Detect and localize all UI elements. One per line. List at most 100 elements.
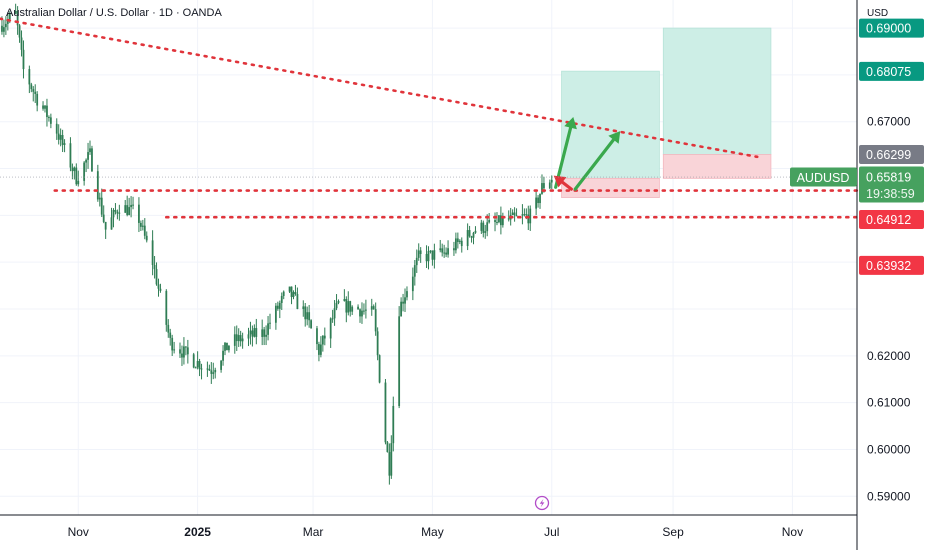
- candle: [498, 215, 500, 224]
- candle: [296, 287, 299, 310]
- candle-body: [445, 252, 448, 255]
- candle-body: [71, 167, 74, 172]
- arrow-down-1[interactable]: [553, 175, 573, 191]
- candle: [392, 396, 395, 452]
- candle: [255, 318, 258, 345]
- candle: [102, 205, 105, 224]
- candle-body: [511, 212, 514, 215]
- candle: [159, 283, 162, 293]
- candle: [22, 40, 25, 79]
- candle-body: [196, 361, 199, 368]
- candle-body: [364, 309, 367, 311]
- candle-body: [28, 69, 31, 85]
- candle-body: [498, 215, 500, 223]
- candle: [515, 208, 518, 217]
- candle-body: [73, 167, 76, 172]
- candle: [4, 16, 7, 35]
- candle-body: [8, 13, 11, 20]
- candle: [458, 239, 461, 245]
- currency-label: USD: [867, 8, 889, 19]
- candle-body: [3, 27, 5, 32]
- lightning-icon[interactable]: [534, 495, 550, 511]
- candle-body: [392, 405, 395, 444]
- candle-body: [48, 117, 50, 119]
- candle: [124, 200, 127, 214]
- candle-body: [280, 295, 283, 303]
- candle-body: [282, 291, 285, 296]
- candle-body: [318, 344, 320, 355]
- candle-body: [390, 443, 393, 476]
- candle: [253, 324, 256, 338]
- candle: [112, 208, 115, 228]
- candle: [398, 306, 401, 409]
- candle: [167, 319, 170, 338]
- candle: [548, 179, 551, 190]
- symbol-badge: [790, 167, 857, 187]
- candle: [384, 379, 387, 445]
- candle: [114, 203, 117, 215]
- candle: [374, 302, 377, 336]
- candle: [212, 362, 215, 380]
- candle-body: [200, 368, 203, 370]
- candle-body: [249, 330, 252, 335]
- candle-body: [453, 248, 455, 251]
- y-tick-label: 0.67000: [867, 115, 911, 129]
- candle: [474, 226, 477, 234]
- candle-body: [20, 37, 23, 50]
- x-tick-label: Nov: [68, 525, 89, 539]
- candle-body: [155, 269, 158, 285]
- candle: [241, 332, 244, 349]
- price-label-badge: 0.63932: [859, 255, 924, 275]
- candle: [343, 289, 346, 302]
- candle-body: [118, 212, 121, 214]
- candle-body: [427, 251, 430, 262]
- candle-body: [183, 346, 185, 358]
- candle-body: [130, 204, 132, 208]
- candle: [210, 362, 213, 384]
- candle: [378, 354, 381, 384]
- candle: [104, 221, 107, 239]
- candle: [206, 361, 209, 377]
- candle: [18, 24, 21, 43]
- candle-body: [333, 308, 336, 319]
- candle-body: [501, 218, 504, 226]
- candle-body: [112, 210, 115, 218]
- badge-text: 0.64912: [866, 213, 911, 227]
- candle: [319, 336, 322, 358]
- candle-body: [30, 84, 33, 90]
- candle: [447, 240, 449, 258]
- candle-body: [206, 368, 209, 370]
- candle: [501, 212, 504, 228]
- arrow-up-2[interactable]: [573, 131, 621, 191]
- candle-body: [496, 222, 498, 224]
- candle-body: [431, 250, 434, 260]
- candle-body: [100, 197, 103, 215]
- candle: [390, 435, 393, 479]
- candle-body: [153, 265, 156, 270]
- candle-body: [417, 250, 420, 258]
- candle-body: [239, 335, 242, 342]
- candle-body: [179, 349, 181, 354]
- candle-body: [59, 135, 62, 140]
- candle: [269, 313, 271, 330]
- badge-bg: [859, 209, 924, 229]
- candle-body: [345, 299, 348, 313]
- candle: [537, 195, 539, 208]
- candle-body: [351, 306, 354, 312]
- candle-body: [44, 105, 46, 109]
- candle-body: [42, 105, 44, 109]
- candle-body: [433, 250, 436, 260]
- candle: [126, 195, 129, 217]
- y-tick-label: 0.59000: [867, 489, 911, 503]
- descending-trendline[interactable]: [0, 17, 759, 159]
- candle-body: [472, 232, 475, 238]
- candle: [128, 197, 131, 216]
- candle: [550, 175, 553, 190]
- candle-body: [83, 162, 86, 181]
- x-tick-label: Mar: [303, 525, 324, 539]
- candle-body: [484, 231, 487, 233]
- candle: [413, 259, 416, 286]
- candle: [445, 247, 448, 258]
